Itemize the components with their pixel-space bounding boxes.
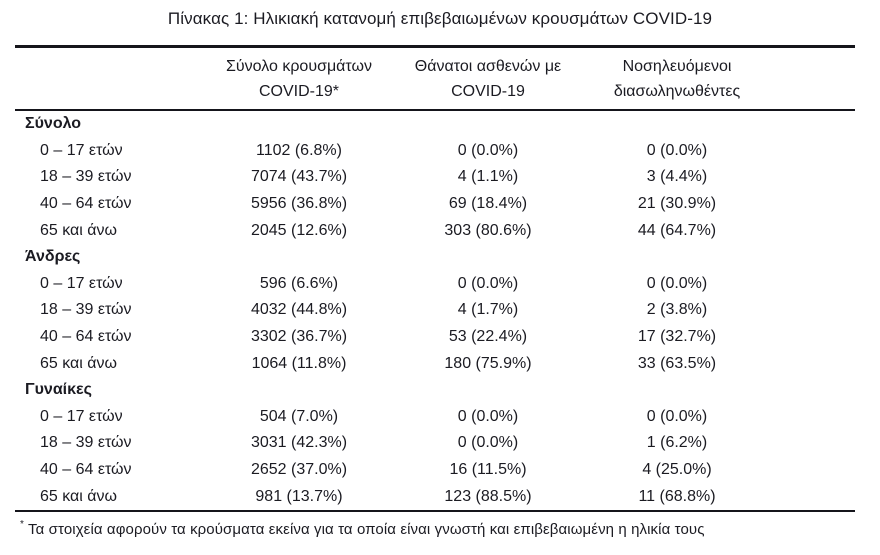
- table-row: 65 και άνω 2045 (12.6%) 303 (80.6%) 44 (…: [15, 217, 855, 244]
- cases-value: 1064 (11.8%): [251, 354, 347, 372]
- deaths-value: 69 (18.4%): [448, 195, 528, 213]
- spacer-cell: [771, 324, 855, 351]
- table-row: 18 – 39 ετών 4032 (44.8%) 4 (1.7%) 2 (3.…: [15, 297, 855, 324]
- intubated-value: 3 (4.4%): [646, 168, 708, 186]
- spacer-cell: [771, 350, 855, 377]
- table-row: 40 – 64 ετών 3302 (36.7%) 53 (22.4%) 17 …: [15, 324, 855, 351]
- table-row: 18 – 39 ετών 7074 (43.7%) 4 (1.1%) 3 (4.…: [15, 164, 855, 191]
- cases-value: 1102 (6.8%): [256, 141, 342, 159]
- section-row-men: Άνδρες: [15, 244, 855, 271]
- age-label: 40 – 64 ετών: [40, 461, 132, 479]
- spacer-cell: [771, 404, 855, 431]
- cases-value: 3031 (42.3%): [250, 434, 348, 452]
- header-intubated-line2: διασωληνωθέντες: [613, 82, 741, 100]
- age-label: 18 – 39 ετών: [40, 168, 132, 186]
- spacer-cell: [771, 297, 855, 324]
- section-label-women: Γυναίκες: [25, 381, 92, 399]
- deaths-value: 0 (0.0%): [457, 407, 519, 425]
- cases-value: 4032 (44.8%): [250, 301, 348, 319]
- age-label: 0 – 17 ετών: [40, 274, 123, 292]
- intubated-value: 1 (6.2%): [646, 434, 708, 452]
- header-total-cases-line1: Σύνολο κρουσμάτων: [225, 57, 372, 75]
- spacer-cell: [771, 191, 855, 218]
- header-empty: [15, 46, 205, 111]
- header-total-cases: Σύνολο κρουσμάτων COVID-19*: [205, 46, 393, 111]
- intubated-value: 33 (63.5%): [637, 354, 717, 372]
- table-row: 40 – 64 ετών 2652 (37.0%) 16 (11.5%) 4 (…: [15, 457, 855, 484]
- header-total-cases-line2: COVID-19*: [258, 82, 340, 100]
- table-row: 65 και άνω 1064 (11.8%) 180 (75.9%) 33 (…: [15, 350, 855, 377]
- cases-value: 2652 (37.0%): [250, 461, 348, 479]
- deaths-value: 0 (0.0%): [457, 274, 519, 292]
- age-label: 65 και άνω: [40, 487, 118, 505]
- spacer-cell: [771, 271, 855, 298]
- cases-value: 5956 (36.8%): [250, 195, 348, 213]
- intubated-value: 44 (64.7%): [637, 221, 717, 239]
- table-row: 0 – 17 ετών 1102 (6.8%) 0 (0.0%) 0 (0.0%…: [15, 138, 855, 165]
- header-spacer: [771, 46, 855, 111]
- intubated-value: 17 (32.7%): [637, 328, 717, 346]
- age-label: 40 – 64 ετών: [40, 328, 132, 346]
- intubated-value: 11 (68.8%): [638, 487, 716, 505]
- header-intubated: Νοσηλευόμενοι διασωληνωθέντες: [583, 46, 771, 111]
- cases-value: 7074 (43.7%): [250, 168, 348, 186]
- age-label: 65 και άνω: [40, 354, 118, 372]
- table-row: 18 – 39 ετών 3031 (42.3%) 0 (0.0%) 1 (6.…: [15, 430, 855, 457]
- section-row-total: Σύνολο: [15, 110, 855, 138]
- intubated-value: 2 (3.8%): [646, 301, 708, 319]
- deaths-value: 123 (88.5%): [444, 487, 532, 505]
- deaths-value: 4 (1.1%): [457, 168, 519, 186]
- intubated-value: 0 (0.0%): [646, 274, 708, 292]
- header-deaths: Θάνατοι ασθενών με COVID-19: [393, 46, 583, 111]
- table-footnote: * Τα στοιχεία αφορούν τα κρούσματα εκείνα…: [20, 518, 880, 538]
- deaths-value: 4 (1.7%): [457, 301, 519, 319]
- footnote-asterisk: *: [20, 518, 24, 530]
- table-row: 40 – 64 ετών 5956 (36.8%) 69 (18.4%) 21 …: [15, 191, 855, 218]
- age-label: 0 – 17 ετών: [40, 141, 123, 159]
- spacer-cell: [771, 164, 855, 191]
- table-row: 0 – 17 ετών 504 (7.0%) 0 (0.0%) 0 (0.0%): [15, 404, 855, 431]
- deaths-value: 180 (75.9%): [444, 354, 532, 372]
- cases-value: 596 (6.6%): [259, 274, 339, 292]
- section-row-women: Γυναίκες: [15, 377, 855, 404]
- header-deaths-line1: Θάνατοι ασθενών με: [414, 57, 562, 75]
- age-label: 18 – 39 ετών: [40, 301, 132, 319]
- intubated-value: 21 (30.9%): [637, 195, 717, 213]
- age-label: 18 – 39 ετών: [40, 434, 132, 452]
- cases-value: 981 (13.7%): [255, 487, 343, 505]
- spacer-cell: [771, 138, 855, 165]
- intubated-value: 4 (25.0%): [642, 461, 712, 479]
- spacer-cell: [771, 483, 855, 511]
- spacer-cell: [771, 217, 855, 244]
- deaths-value: 53 (22.4%): [448, 328, 528, 346]
- age-label: 65 και άνω: [40, 221, 118, 239]
- header-row: Σύνολο κρουσμάτων COVID-19* Θάνατοι ασθε…: [15, 46, 855, 111]
- table-title: Πίνακας 1: Ηλικιακή κατανομή επιβεβαιωμέ…: [167, 9, 713, 28]
- cases-value: 3302 (36.7%): [250, 328, 348, 346]
- header-intubated-line1: Νοσηλευόμενοι: [622, 57, 732, 75]
- section-label-total: Σύνολο: [25, 115, 82, 133]
- cases-value: 2045 (12.6%): [250, 221, 348, 239]
- age-label: 40 – 64 ετών: [40, 195, 132, 213]
- header-deaths-line2: COVID-19: [451, 82, 525, 100]
- intubated-value: 0 (0.0%): [646, 407, 708, 425]
- footnote-text: Τα στοιχεία αφορούν τα κρούσματα εκείνα …: [28, 520, 705, 538]
- deaths-value: 0 (0.0%): [457, 141, 519, 159]
- intubated-value: 0 (0.0%): [646, 141, 708, 159]
- spacer-cell: [771, 457, 855, 484]
- spacer-cell: [771, 430, 855, 457]
- deaths-value: 303 (80.6%): [444, 221, 532, 239]
- age-label: 0 – 17 ετών: [40, 407, 123, 425]
- deaths-value: 16 (11.5%): [449, 461, 527, 479]
- table-row: 0 – 17 ετών 596 (6.6%) 0 (0.0%) 0 (0.0%): [15, 271, 855, 298]
- cases-value: 504 (7.0%): [259, 407, 339, 425]
- table-row: 65 και άνω 981 (13.7%) 123 (88.5%) 11 (6…: [15, 483, 855, 511]
- deaths-value: 0 (0.0%): [457, 434, 519, 452]
- covid-age-distribution-table: Σύνολο κρουσμάτων COVID-19* Θάνατοι ασθε…: [15, 45, 855, 512]
- section-label-men: Άνδρες: [25, 248, 81, 266]
